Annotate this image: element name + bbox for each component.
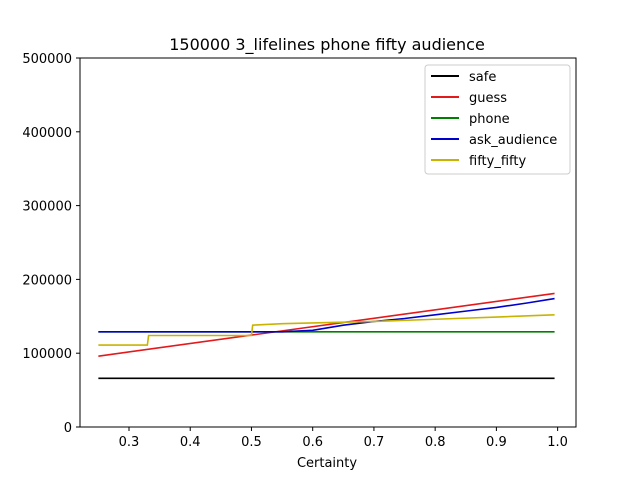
y-tick-label: 300000: [22, 200, 72, 215]
series-line-fifty_fifty: [98, 314, 555, 346]
legend-label-phone: phone: [469, 112, 510, 127]
x-tick-label: 0.5: [241, 435, 262, 450]
series-line-ask_audience: [98, 297, 555, 333]
y-tick-label: 400000: [22, 126, 72, 141]
x-tick-label: 0.7: [364, 435, 385, 450]
series-line-guess: [98, 292, 555, 357]
x-tick-label: 0.4: [180, 435, 201, 450]
y-tick-label: 100000: [22, 347, 72, 362]
axes-layer: [79, 57, 577, 428]
x-tick-label: 0.3: [119, 435, 140, 450]
y-tick-label: 0: [64, 421, 72, 436]
chart-title: 150000 3_lifelines phone fifty audience: [169, 35, 485, 55]
x-tick-label: 0.9: [486, 435, 507, 450]
y-axis-ticks: 0 100000 200000 300000 400000 500000: [22, 52, 80, 436]
legend-label-ask_audience: ask_audience: [469, 133, 557, 148]
x-axis-label: Certainty: [297, 456, 357, 471]
y-tick-label: 500000: [22, 52, 72, 67]
x-tick-label: 0.8: [425, 435, 446, 450]
plot-area-frame: [79, 57, 577, 428]
series-layer: [98, 292, 555, 380]
x-tick-label: 0.6: [302, 435, 323, 450]
legend-label-guess: guess: [469, 91, 507, 106]
y-tick-label: 200000: [22, 273, 72, 288]
legend-label-fifty_fifty: fifty_fifty: [469, 154, 526, 169]
legend: safe guess phone ask_audience fifty_fifty: [424, 64, 571, 175]
x-tick-label: 1.0: [547, 435, 568, 450]
legend-box: [424, 64, 571, 175]
legend-label-safe: safe: [469, 70, 496, 85]
x-axis-ticks: 0.3 0.4 0.5 0.6 0.7 0.8 0.9 1.0: [119, 427, 568, 450]
